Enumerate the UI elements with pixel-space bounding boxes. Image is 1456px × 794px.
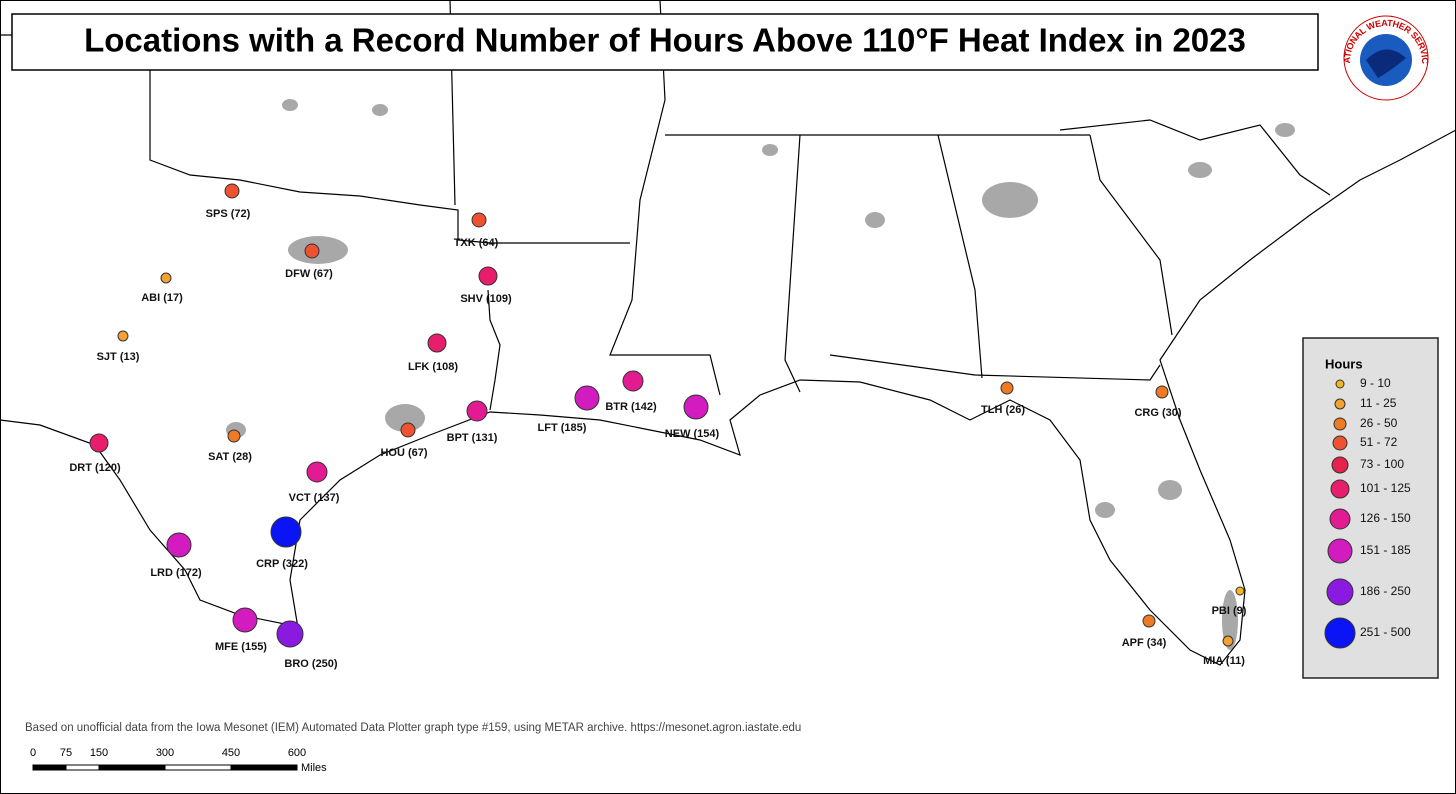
legend-label: 73 - 100	[1360, 457, 1404, 471]
station-label: MFE (155)	[215, 641, 267, 653]
station-marker	[270, 516, 302, 548]
station-label: SHV (109)	[460, 293, 512, 305]
station-label: TXK (64)	[454, 237, 499, 249]
legend-symbol	[1324, 617, 1356, 649]
scale-unit: Miles	[301, 762, 327, 774]
station-marker	[224, 183, 240, 199]
scale-segment	[32, 764, 67, 771]
station-marker	[304, 243, 320, 259]
station-marker	[89, 433, 109, 453]
scale-tick-label: 150	[90, 747, 108, 759]
map-title: Locations with a Record Number of Hours …	[84, 22, 1246, 59]
scale-tick-label: 0	[30, 747, 36, 759]
station-marker	[622, 370, 644, 392]
scale-segment	[65, 764, 100, 771]
station-label: VCT (137)	[289, 492, 340, 504]
station-label: DFW (67)	[285, 268, 333, 280]
legend-symbol	[1330, 479, 1350, 499]
station-marker	[466, 400, 488, 422]
station-marker	[232, 607, 258, 633]
scale-tick-label: 600	[288, 747, 306, 759]
station-label: LFK (108)	[408, 361, 458, 373]
station-marker	[574, 385, 600, 411]
legend-box	[1302, 337, 1439, 679]
station-label: ABI (17)	[141, 292, 183, 304]
legend-label: 251 - 500	[1360, 625, 1411, 639]
station-marker	[427, 333, 447, 353]
station-label: CRP (322)	[256, 558, 308, 570]
legend-label: 151 - 185	[1360, 543, 1411, 557]
station-marker	[166, 532, 192, 558]
legend-label: 9 - 10	[1360, 376, 1391, 390]
station-marker	[227, 429, 241, 443]
scale-tick-label: 300	[156, 747, 174, 759]
station-marker	[400, 422, 416, 438]
station-marker	[160, 272, 172, 284]
legend-label: 51 - 72	[1360, 435, 1398, 449]
station-marker	[306, 461, 328, 483]
station-label: HOU (67)	[380, 447, 427, 459]
station-marker	[276, 620, 304, 648]
station-label: CRG (30)	[1134, 407, 1181, 419]
station-marker	[1155, 385, 1169, 399]
station-label: LFT (185)	[538, 422, 587, 434]
station-label: BRO (250)	[284, 658, 338, 670]
station-marker	[1142, 614, 1156, 628]
station-label: TLH (26)	[981, 404, 1025, 416]
station-label: BTR (142)	[605, 401, 657, 413]
scale-segment	[98, 764, 166, 771]
legend-symbol	[1335, 379, 1345, 389]
station-marker	[1000, 381, 1014, 395]
station-label: APF (34)	[1122, 637, 1167, 649]
legend-label: 101 - 125	[1360, 481, 1411, 495]
title-box	[11, 13, 1319, 71]
station-marker	[117, 330, 129, 342]
legend-symbol	[1326, 578, 1354, 606]
legend-symbol	[1333, 417, 1347, 431]
station-label: MIA (11)	[1203, 655, 1245, 667]
station-marker	[1222, 635, 1234, 647]
legend-label: 11 - 25	[1360, 396, 1397, 410]
station-label: LRD (172)	[150, 567, 202, 579]
station-label: DRT (120)	[69, 462, 121, 474]
station-label: NEW (154)	[665, 428, 720, 440]
legend-label: 126 - 150	[1360, 511, 1411, 525]
station-label: SJT (13)	[97, 351, 140, 363]
scale-segment	[164, 764, 232, 771]
legend-symbol	[1334, 398, 1346, 410]
legend-title: Hours	[1325, 356, 1363, 371]
station-marker	[683, 394, 709, 420]
station-marker	[1235, 586, 1245, 596]
station-label: BPT (131)	[447, 432, 498, 444]
scale-tick-label: 450	[222, 747, 240, 759]
station-marker	[471, 212, 487, 228]
station-label: SPS (72)	[206, 208, 251, 220]
legend-label: 186 - 250	[1360, 584, 1411, 598]
legend-symbol	[1327, 538, 1353, 564]
scale-tick-label: 75	[60, 747, 72, 759]
station-label: PBI (9)	[1212, 605, 1247, 617]
legend-symbol	[1331, 456, 1349, 474]
legend-label: 26 - 50	[1360, 416, 1398, 430]
legend-symbol	[1329, 508, 1351, 530]
legend-symbol	[1332, 435, 1348, 451]
station-label: SAT (28)	[208, 451, 252, 463]
footer-note: Based on unofficial data from the Iowa M…	[25, 722, 801, 734]
station-marker	[478, 266, 498, 286]
scale-segment	[230, 764, 298, 771]
